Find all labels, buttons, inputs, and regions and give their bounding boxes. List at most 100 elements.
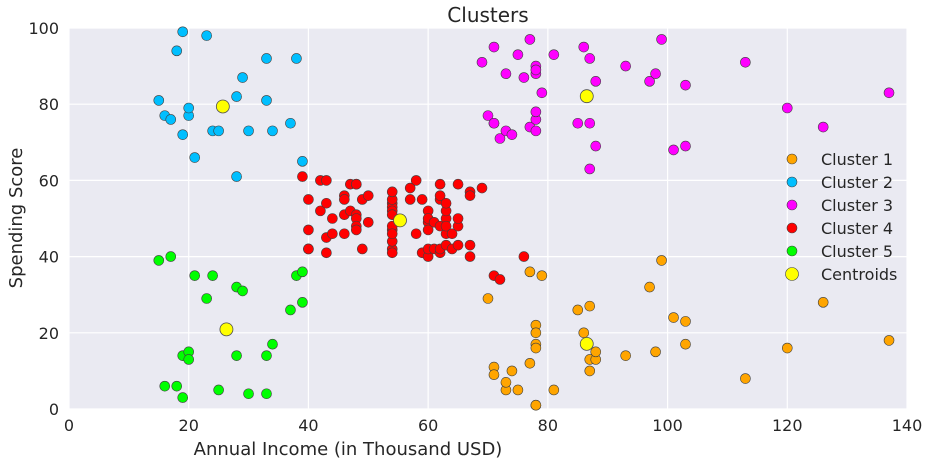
- point-cluster-4: [476, 182, 488, 194]
- point-cluster-3: [506, 129, 518, 140]
- point-cluster-4: [351, 178, 362, 190]
- y-tick-label: 0: [49, 400, 59, 419]
- point-cluster-5: [231, 350, 242, 361]
- point-cluster-2: [297, 156, 308, 167]
- point-cluster-5: [207, 270, 218, 281]
- point-cluster-3: [680, 140, 691, 152]
- point-cluster-1: [668, 312, 679, 323]
- point-cluster-1: [781, 342, 793, 354]
- point-cluster-3: [518, 72, 530, 83]
- point-cluster-5: [159, 380, 171, 392]
- y-axis-label: Spending Score: [6, 148, 27, 289]
- point-cluster-4: [327, 213, 338, 224]
- point-cluster-4: [404, 194, 416, 205]
- legend-label: Cluster 4: [821, 219, 893, 238]
- point-cluster-1: [530, 327, 542, 339]
- data-points: [153, 26, 895, 411]
- point-cluster-5: [153, 255, 165, 266]
- legend-label: Cluster 5: [821, 242, 893, 261]
- point-cluster-4: [440, 197, 452, 209]
- point-cluster-4: [362, 190, 374, 201]
- x-tick-label: 80: [538, 416, 558, 435]
- point-cluster-1: [883, 335, 895, 346]
- y-tick-label: 40: [39, 248, 59, 267]
- point-cluster-2: [189, 152, 200, 163]
- point-cluster-5: [183, 354, 195, 365]
- point-cluster-5: [213, 384, 224, 396]
- point-cluster-3: [548, 49, 560, 60]
- point-cluster-5: [297, 266, 308, 278]
- point-cluster-3: [656, 34, 667, 45]
- point-cluster-1: [578, 327, 590, 339]
- point-cluster-4: [362, 217, 374, 228]
- point-cluster-1: [482, 293, 494, 304]
- legend-label: Cluster 1: [821, 150, 893, 169]
- point-cluster-4: [446, 228, 458, 240]
- point-cluster-1: [548, 384, 560, 396]
- point-cluster-4: [315, 205, 326, 217]
- point-cluster-4: [386, 186, 398, 198]
- point-cluster-5: [243, 388, 254, 400]
- point-cluster-3: [536, 87, 548, 99]
- point-cluster-1: [512, 384, 524, 396]
- point-cluster-1: [584, 300, 596, 312]
- point-cluster-2: [261, 95, 272, 106]
- grid-lines: [68, 27, 908, 410]
- x-tick-label: 120: [772, 416, 803, 435]
- x-tick-label: 0: [64, 416, 74, 435]
- point-cluster-3: [584, 163, 596, 175]
- point-cluster-4: [440, 220, 452, 232]
- point-cluster-5: [165, 251, 177, 262]
- point-cluster-4: [297, 171, 308, 182]
- point-cluster-3: [590, 140, 602, 152]
- legend-marker: [786, 176, 798, 188]
- point-cluster-2: [177, 26, 189, 38]
- point-cluster-2: [165, 114, 177, 125]
- point-cluster-1: [506, 365, 518, 377]
- point-cluster-2: [213, 125, 224, 137]
- point-cluster-4: [464, 251, 476, 262]
- point-cluster-4: [386, 228, 398, 240]
- centroid-point: [579, 336, 594, 351]
- point-cluster-1: [644, 281, 655, 293]
- point-cluster-4: [351, 224, 362, 236]
- point-cluster-4: [303, 243, 314, 255]
- legend-marker: [785, 267, 799, 281]
- point-cluster-1: [620, 350, 631, 361]
- point-cluster-3: [883, 87, 895, 99]
- point-cluster-2: [237, 72, 248, 83]
- point-cluster-4: [422, 224, 434, 236]
- point-cluster-2: [153, 95, 165, 106]
- point-cluster-4: [416, 194, 428, 205]
- point-cluster-2: [231, 171, 242, 182]
- x-axis-label: Annual Income (in Thousand USD): [194, 439, 503, 460]
- point-cluster-3: [644, 76, 655, 87]
- point-cluster-5: [267, 338, 278, 350]
- point-cluster-4: [518, 251, 530, 262]
- point-cluster-2: [171, 45, 183, 57]
- y-tick-labels: 0 20 40 60 80 100: [28, 19, 59, 419]
- point-cluster-3: [740, 56, 751, 68]
- point-cluster-2: [183, 102, 195, 114]
- point-cluster-3: [578, 41, 590, 53]
- point-cluster-4: [303, 224, 314, 236]
- plot-background: [69, 28, 907, 409]
- point-cluster-4: [339, 228, 350, 240]
- point-cluster-1: [680, 316, 691, 327]
- point-cluster-4: [386, 247, 398, 259]
- point-cluster-2: [261, 53, 272, 64]
- point-cluster-2: [201, 30, 212, 41]
- point-cluster-2: [267, 125, 278, 137]
- point-cluster-4: [404, 182, 416, 194]
- point-cluster-1: [488, 369, 500, 381]
- point-cluster-5: [171, 380, 183, 392]
- point-cluster-3: [524, 34, 536, 45]
- point-cluster-3: [781, 102, 793, 114]
- point-cluster-1: [584, 365, 596, 377]
- centroid-point: [219, 322, 234, 337]
- point-cluster-4: [321, 197, 332, 209]
- point-cluster-3: [500, 68, 512, 80]
- point-cluster-3: [817, 121, 829, 133]
- point-cluster-2: [243, 125, 254, 137]
- point-cluster-5: [285, 304, 296, 316]
